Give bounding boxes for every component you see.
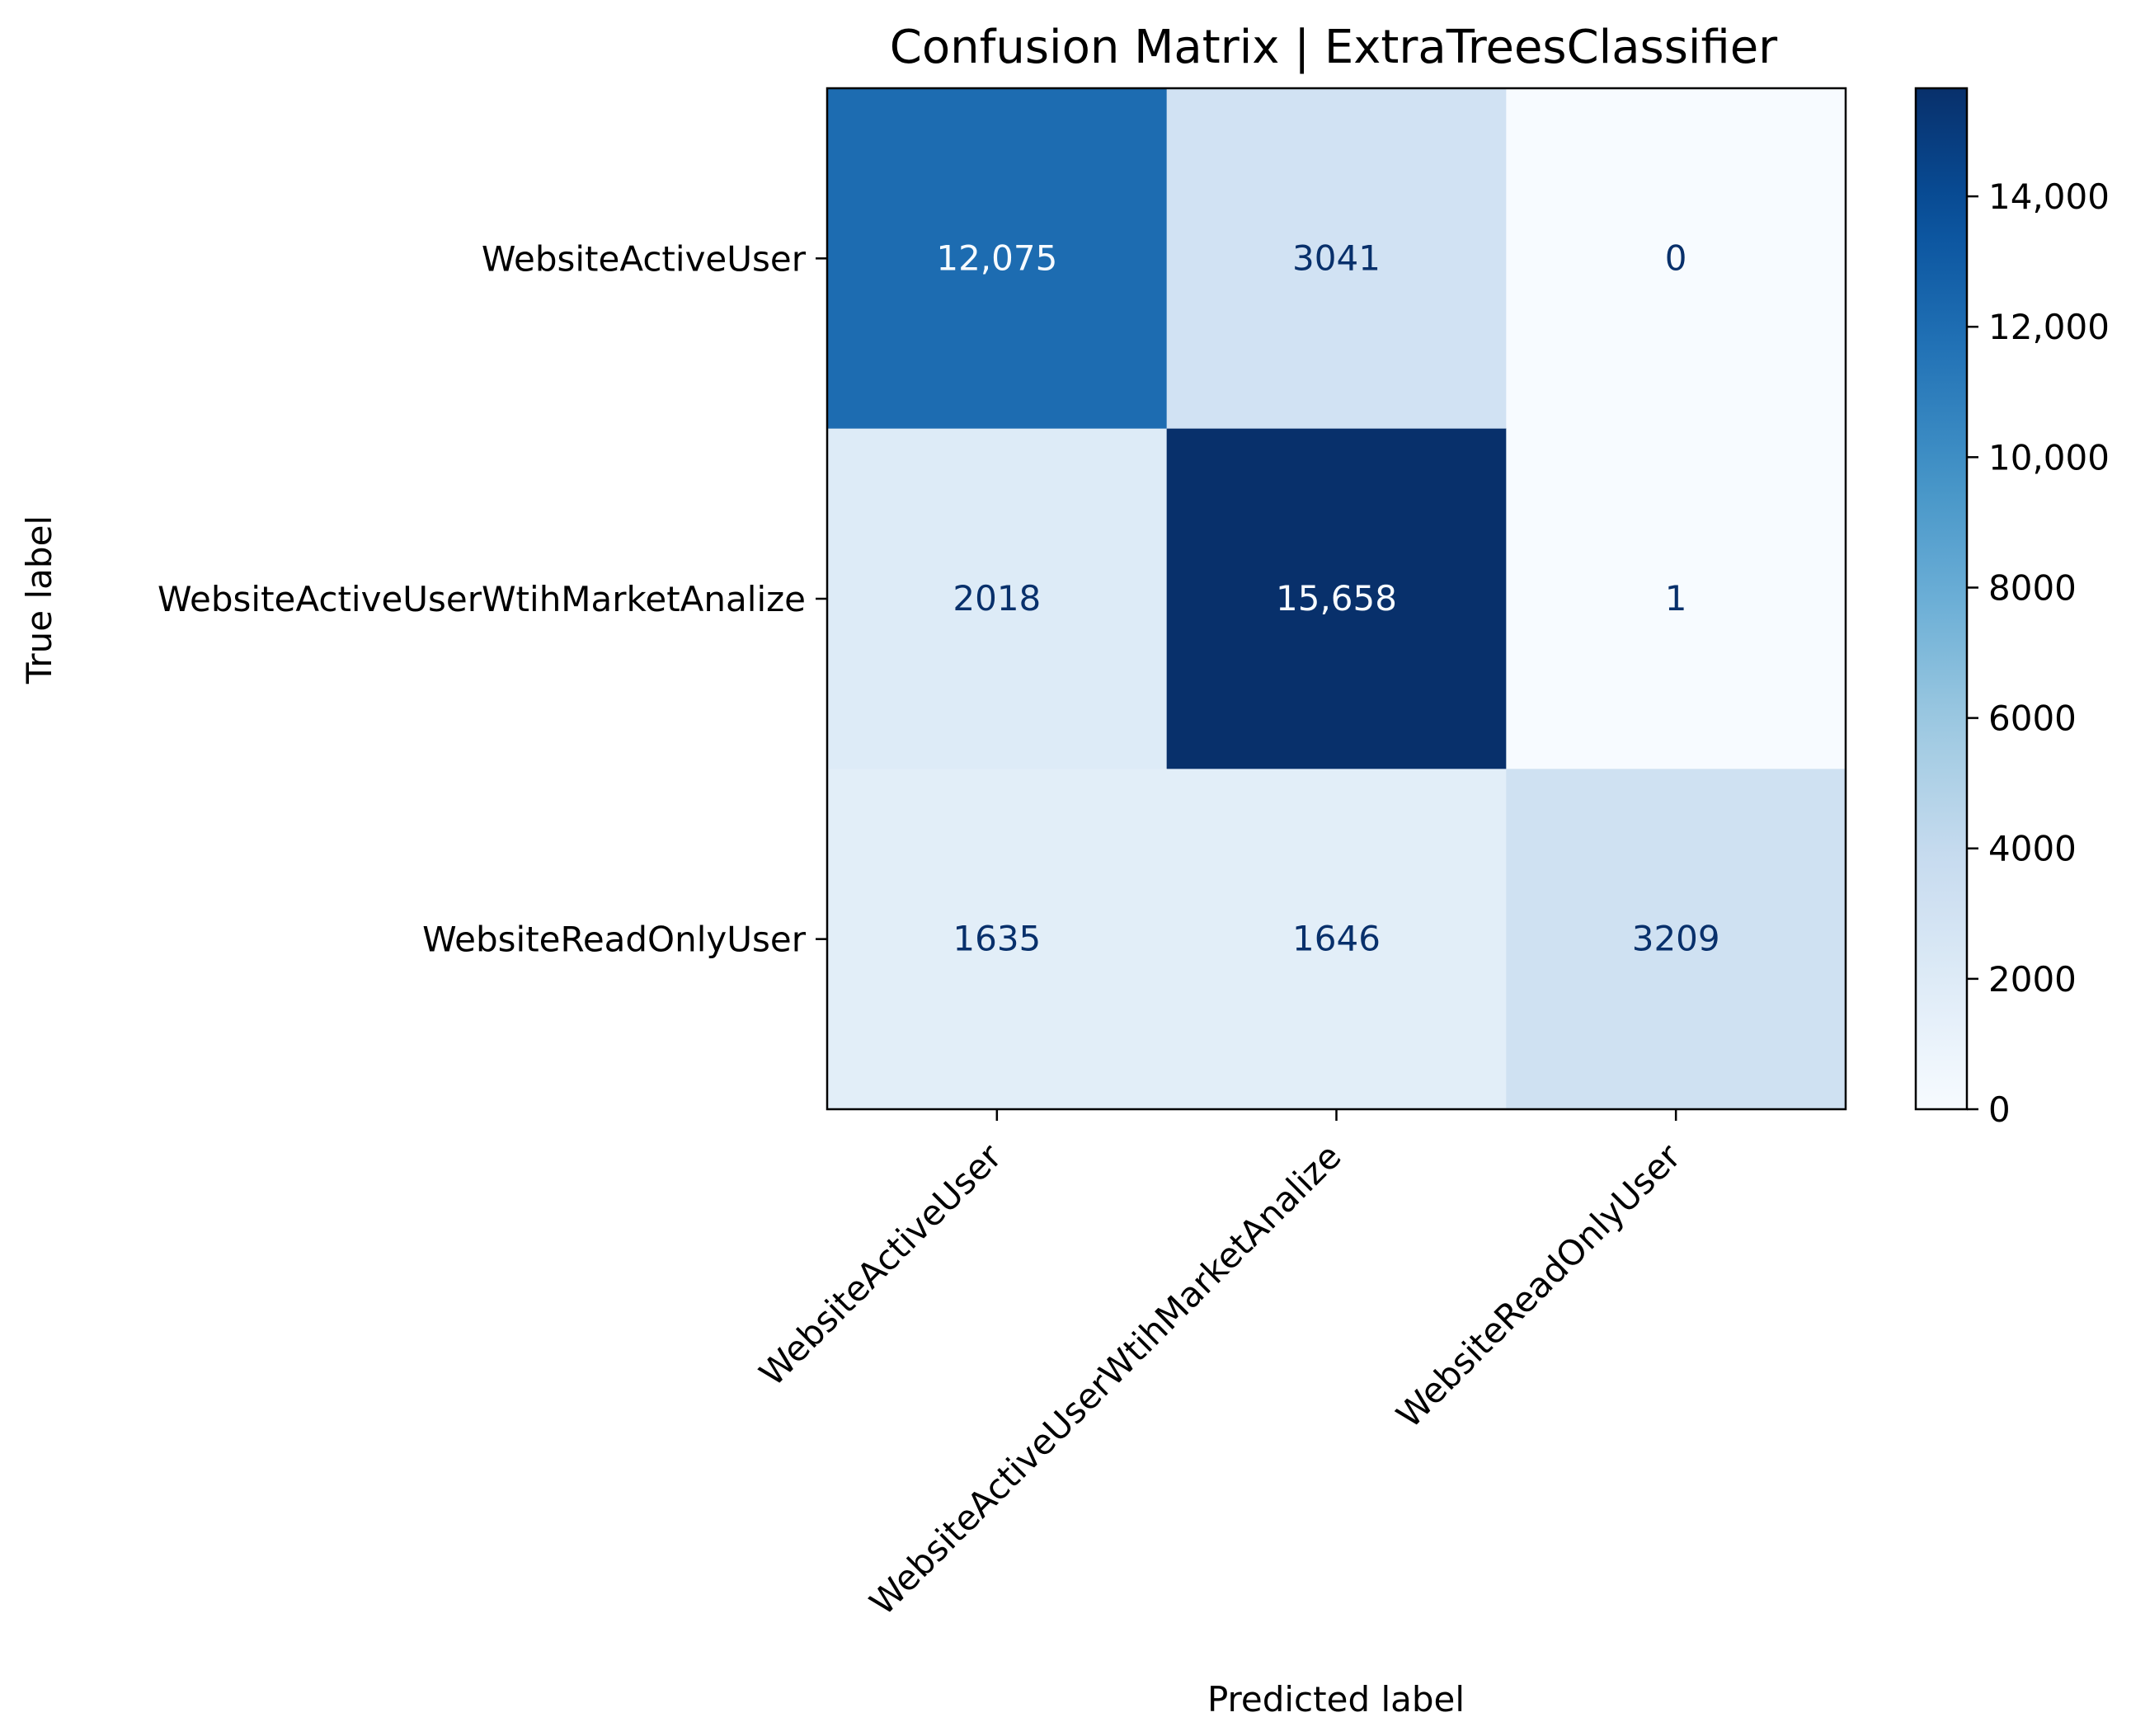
chart-title: Confusion Matrix | ExtraTreesClassifier — [890, 21, 1778, 74]
matrix-cell — [827, 428, 1168, 769]
colorbar — [1914, 87, 1969, 1111]
matrix-cell — [1506, 88, 1846, 430]
cell-value-label: 0 — [1665, 238, 1687, 278]
colorbar-tick-label: 8000 — [1988, 567, 2077, 608]
matrix-cell — [1506, 428, 1846, 769]
cell-value-label: 2018 — [953, 578, 1041, 619]
colorbar-tick-label: 10,000 — [1988, 437, 2110, 478]
matrix-cell — [1166, 769, 1507, 1110]
colorbar-ticks: 0 2000 4000 6000 8000 10,000 12,000 14,000 — [1967, 176, 2110, 1130]
matrix-cell — [827, 769, 1168, 1110]
colorbar-tick-label: 6000 — [1988, 699, 2077, 739]
matrix-cells: 12,075 3041 0 2018 15,658 1 1635 1646 3209 — [827, 88, 1846, 1110]
cell-value-label: 1635 — [953, 919, 1041, 959]
cell-value-label: 1646 — [1292, 919, 1381, 959]
y-tick-label: WebsiteActiveUser — [482, 238, 807, 279]
cell-value-label: 3209 — [1632, 919, 1720, 959]
colorbar-tick-label: 12,000 — [1988, 307, 2110, 347]
y-tick-label: WebsiteActiveUserWtihMarketAnalize — [158, 579, 806, 619]
matrix-cell — [827, 88, 1168, 430]
cell-value-label: 15,658 — [1276, 578, 1397, 619]
x-tick-label: WebsiteActiveUser — [751, 1136, 1009, 1394]
y-tick-label: WebsiteReadOnlyUser — [422, 920, 807, 960]
y-axis-label: True label — [19, 515, 59, 685]
x-axis-ticks: WebsiteActiveUserWebsiteActiveUserWtihMa… — [751, 1109, 1689, 1623]
colorbar-tick-label: 14,000 — [1988, 176, 2110, 217]
x-tick-label: WebsiteReadOnlyUser — [1389, 1136, 1689, 1436]
matrix-cell — [1166, 88, 1507, 430]
y-axis-ticks: WebsiteActiveUser WebsiteActiveUserWtihMa… — [158, 238, 827, 960]
colorbar-tick-label: 0 — [1988, 1089, 2011, 1130]
colorbar-tick-label: 4000 — [1988, 829, 2077, 869]
matrix-cell — [1166, 428, 1507, 769]
cell-value-label: 1 — [1665, 578, 1687, 619]
matrix-cell — [1506, 769, 1846, 1110]
colorbar-tick-label: 2000 — [1988, 959, 2077, 1000]
cell-value-label: 12,075 — [936, 238, 1057, 278]
cell-value-label: 3041 — [1292, 238, 1381, 278]
x-axis-label: Predicted label — [1207, 1679, 1465, 1720]
